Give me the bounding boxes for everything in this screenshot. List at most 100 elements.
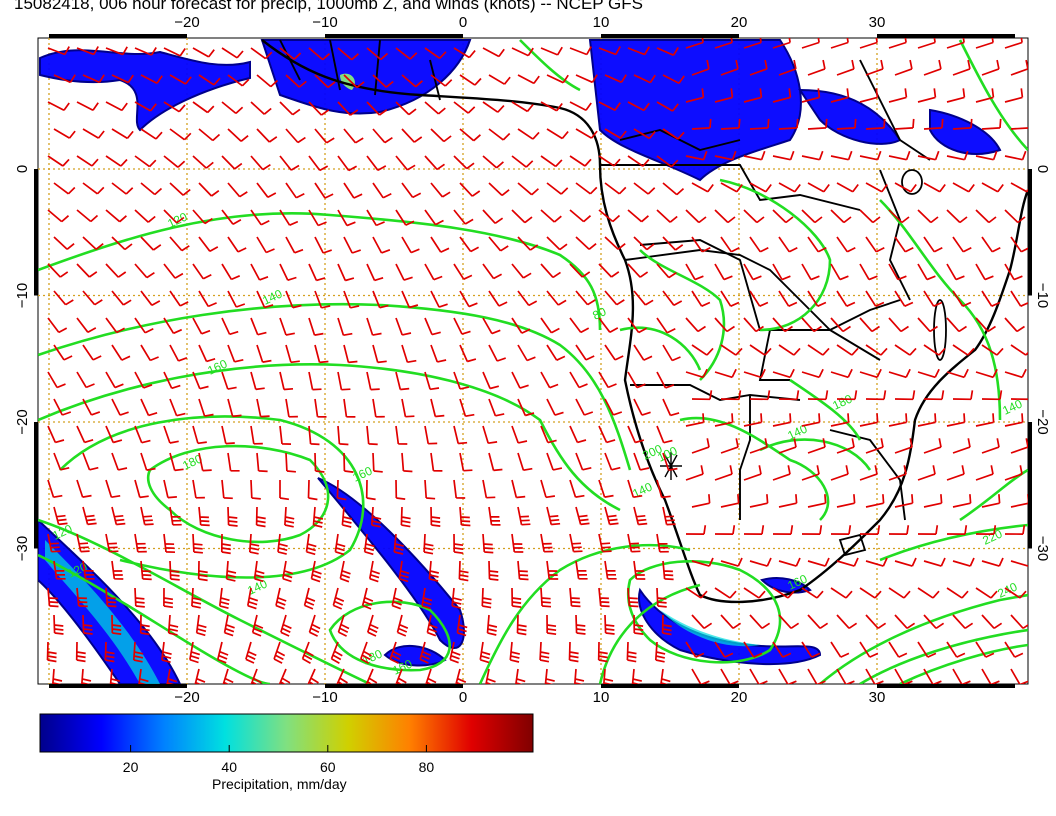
wind-barb (314, 452, 325, 473)
wind-barb (772, 38, 791, 49)
wind-barb (859, 368, 882, 379)
wind-barb (865, 557, 888, 567)
lat-tick-label-right: −30 (1034, 536, 1051, 561)
wind-barb (486, 614, 498, 636)
country-border (639, 239, 881, 361)
wind-barb (227, 182, 248, 198)
wind-barb (1010, 494, 1028, 508)
wind-barb (366, 614, 379, 637)
wind-barb (720, 118, 741, 130)
wind-barb (336, 479, 347, 501)
colorbar-tick-label: 20 (123, 759, 139, 775)
wind-barb (453, 425, 468, 445)
wind-barb (453, 479, 466, 499)
wind-barb (917, 641, 937, 658)
wind-barb (801, 317, 822, 333)
wind-barb (332, 587, 345, 610)
wind-barb (656, 587, 667, 608)
wind-barb (685, 368, 708, 379)
wind-barb (894, 118, 915, 130)
wind-barb (539, 641, 550, 663)
wind-barb (430, 344, 447, 363)
tick-labels: −20 −10 0 10 20 30 −20 −10 0 10 20 30 0 −10 −20 −30 0 −10… (14, 14, 1051, 706)
frame-segment (1028, 169, 1032, 296)
wind-barb (76, 317, 97, 334)
wind-barb (256, 398, 270, 418)
wind-barb (546, 560, 559, 580)
wind-barb (546, 506, 561, 526)
wind-barb (627, 533, 641, 553)
wind-barb (246, 587, 259, 610)
wind-barb (923, 290, 943, 307)
wind-barb (598, 425, 616, 444)
wind-barb (801, 263, 820, 281)
wind-barb (517, 236, 539, 251)
wind-barb (341, 506, 353, 528)
wind-barb (391, 587, 403, 610)
frame-segment (34, 422, 38, 549)
chart-title: 15082418, 006 hour forecast for precip, … (14, 0, 643, 13)
wind-barb (656, 47, 679, 56)
frame-segment (601, 684, 739, 688)
wind-barb (894, 390, 916, 401)
wind-barb (459, 344, 477, 363)
wind-barb (285, 128, 306, 144)
wind-barb (198, 182, 220, 197)
wind-barb (575, 236, 597, 250)
wind-barb (865, 668, 884, 684)
wind-barb (720, 494, 740, 508)
wind-barb (1010, 182, 1028, 193)
wind-barb (575, 344, 595, 361)
wind-barb (720, 438, 739, 454)
wind-barb (195, 614, 207, 637)
wind-barb (365, 479, 376, 501)
wind-barb (836, 390, 858, 401)
wind-barb (749, 344, 772, 356)
wind-barb (743, 368, 766, 379)
wind-barb (163, 47, 186, 57)
wind-barb (830, 587, 853, 599)
wind-barb (430, 506, 441, 527)
wind-barb (598, 317, 619, 334)
wind-barb (778, 390, 800, 401)
country-border (600, 164, 861, 211)
wind-barb (360, 641, 372, 664)
height-contour (759, 438, 872, 471)
wind-barb (1004, 38, 1023, 49)
wind-barb (656, 209, 678, 223)
wind-barb (76, 587, 88, 608)
wind-barb (743, 150, 766, 161)
wind-barb (308, 317, 324, 336)
lake-outline (933, 299, 947, 361)
precip-core (660, 610, 760, 647)
wind-barb (511, 263, 532, 279)
wind-barb (807, 557, 830, 567)
wind-barb (46, 641, 57, 663)
wind-barb (395, 47, 418, 60)
wind-barb (453, 101, 476, 114)
wind-barb (859, 525, 881, 535)
wind-barb (946, 317, 967, 333)
wind-barb (314, 74, 336, 89)
wind-barb (917, 525, 939, 535)
wind-barb (604, 290, 625, 306)
wind-barb (221, 371, 237, 390)
wind-barb (47, 587, 59, 608)
wind-barb (604, 506, 619, 526)
wind-barb (339, 560, 351, 583)
wind-barb (279, 480, 290, 501)
wind-barb (656, 479, 671, 499)
wind-barb (569, 479, 585, 498)
wind-barb (134, 263, 155, 279)
wind-barb (453, 317, 471, 335)
wind-barb (53, 74, 76, 84)
wind-barb (1010, 560, 1028, 567)
height-contour (59, 415, 365, 579)
wind-barb (830, 263, 849, 281)
lon-tick-label-top: −20 (174, 14, 199, 31)
wind-barb (859, 317, 880, 333)
wind-barb (1010, 236, 1028, 253)
wind-barb (691, 344, 714, 356)
wind-barb (656, 533, 669, 553)
wind-barb (401, 236, 420, 254)
